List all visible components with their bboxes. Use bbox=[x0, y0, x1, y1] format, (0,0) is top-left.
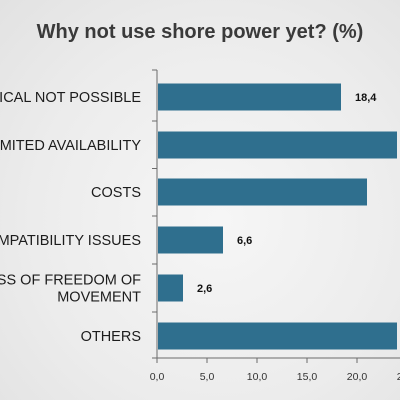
category-label-1: TECHNICAL NOT POSSIBLE bbox=[0, 90, 141, 106]
category-label-6: OTHERS bbox=[81, 329, 141, 345]
bar-6 bbox=[158, 322, 397, 350]
bar-5 bbox=[158, 274, 183, 302]
x-tick-label-1: 0,0 bbox=[150, 371, 165, 383]
x-tick-label-2: 5,0 bbox=[200, 371, 215, 383]
category-label-5-line-1: LOSS OF FREEDOM OF bbox=[0, 273, 141, 289]
data-label-1: 18,4 bbox=[355, 92, 377, 104]
bar-1 bbox=[158, 83, 341, 111]
category-label-4: COMPATIBILITY ISSUES bbox=[0, 233, 141, 249]
bar-3 bbox=[158, 178, 367, 206]
bar-2 bbox=[158, 131, 397, 159]
x-tick-label-5: 20,0 bbox=[347, 371, 368, 383]
category-label-2: LIMITED AVAILABILITY bbox=[0, 138, 141, 154]
data-label-5: 2,6 bbox=[197, 283, 212, 295]
bar-4 bbox=[158, 226, 223, 254]
category-label-3: COSTS bbox=[91, 185, 141, 201]
category-label-5-line-2: MOVEMENT bbox=[57, 290, 141, 306]
chart-title: Why not use shore power yet? (%) bbox=[37, 21, 364, 43]
x-tick-label-4: 15,0 bbox=[297, 371, 318, 383]
data-label-4: 6,6 bbox=[237, 235, 252, 247]
x-tick-label-3: 10,0 bbox=[247, 371, 268, 383]
x-tick-label-6: 25,0 bbox=[397, 371, 400, 383]
